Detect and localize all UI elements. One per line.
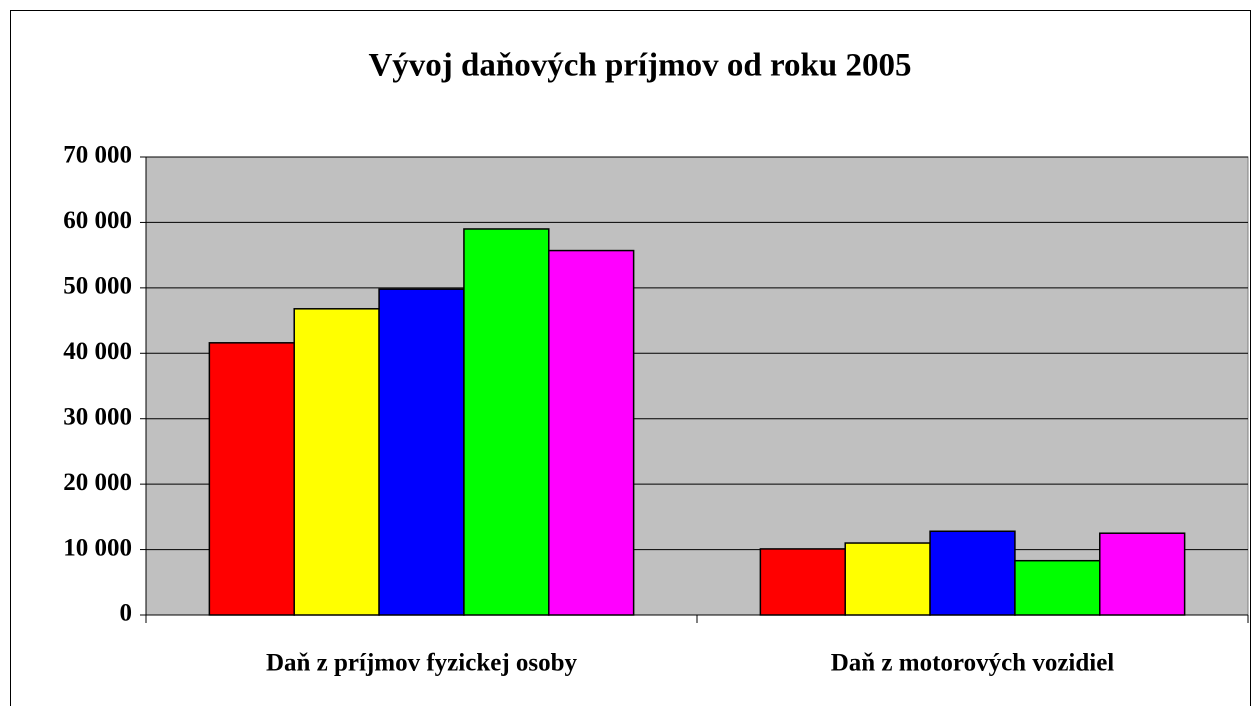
y-tick-label: 40 000 — [63, 338, 132, 365]
bar — [929, 530, 1016, 616]
x-tick-label: Daň z motorových vozidiel — [831, 650, 1115, 677]
y-tick-label: 60 000 — [63, 207, 132, 234]
bar — [759, 548, 846, 616]
x-tick-label: Daň z príjmov fyzickej osoby — [266, 650, 578, 677]
y-tick-label: 20 000 — [63, 469, 132, 496]
bar — [548, 249, 635, 616]
y-tick-label: 30 000 — [63, 403, 132, 430]
y-tick-label: 50 000 — [63, 273, 132, 300]
bar — [378, 288, 465, 616]
y-tick-label: 0 — [120, 600, 133, 627]
bar — [1099, 532, 1186, 616]
chart-title: Vývoj daňových príjmov od roku 2005 — [368, 48, 911, 84]
y-tick-label: 70 000 — [63, 142, 132, 169]
y-tick-label: 10 000 — [63, 534, 132, 561]
bar — [208, 342, 295, 616]
bar — [463, 228, 550, 616]
bar — [1014, 559, 1101, 616]
bar — [844, 542, 931, 616]
bar — [293, 308, 380, 616]
